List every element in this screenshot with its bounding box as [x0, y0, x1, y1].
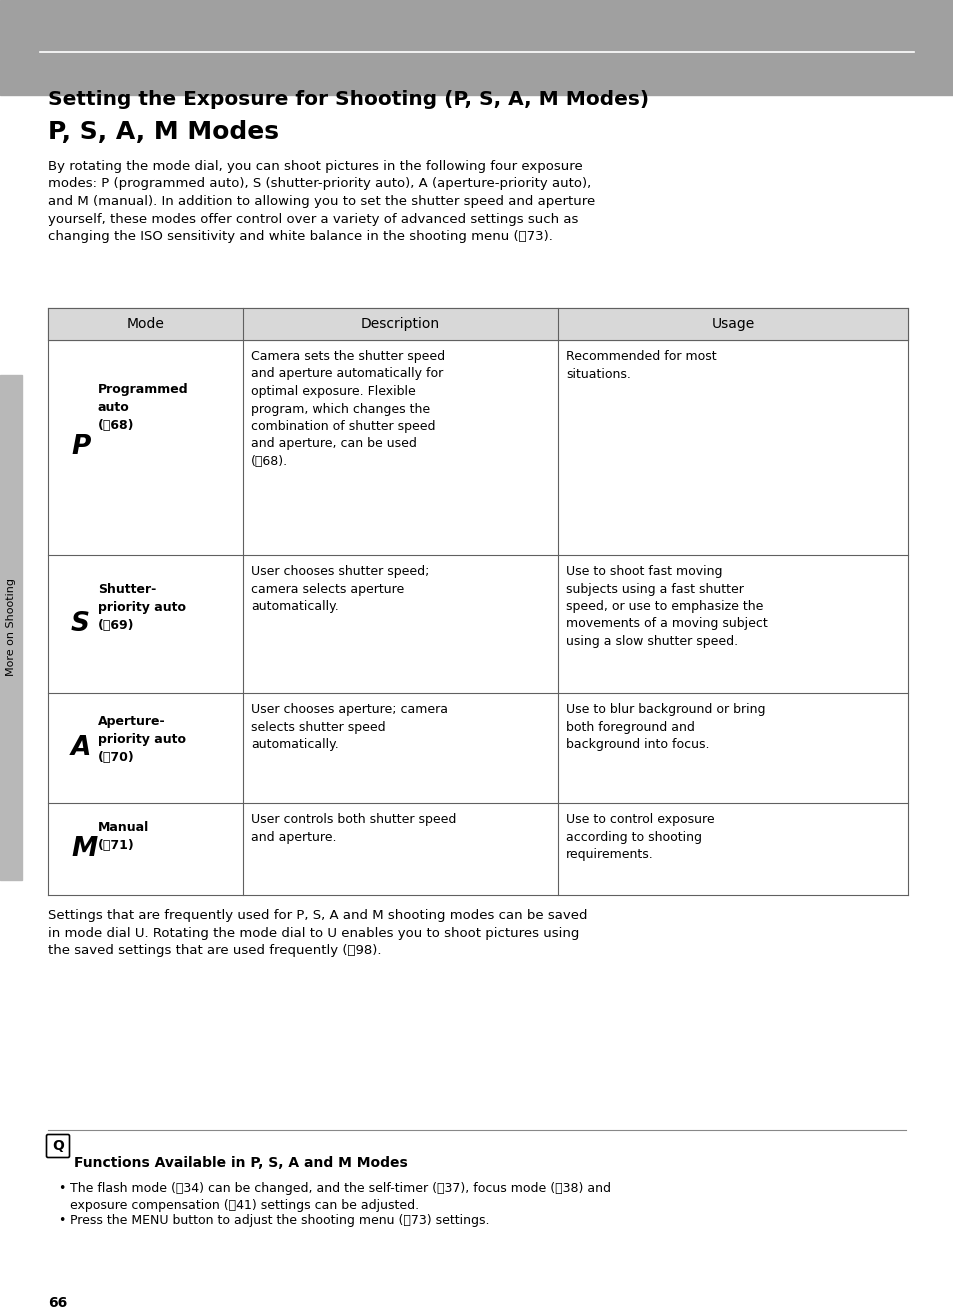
Text: By rotating the mode dial, you can shoot pictures in the following four exposure: By rotating the mode dial, you can shoot… — [48, 160, 595, 243]
Text: The flash mode (⧉34) can be changed, and the self-timer (⧉37), focus mode (⧉38) : The flash mode (⧉34) can be changed, and… — [70, 1183, 610, 1213]
Text: User chooses aperture; camera
selects shutter speed
automatically.: User chooses aperture; camera selects sh… — [251, 703, 448, 752]
Bar — [48, 307, 907, 340]
Text: Settings that are frequently used for P, S, A and M shooting modes can be saved
: Settings that are frequently used for P,… — [48, 909, 587, 957]
Text: P, S, A, M Modes: P, S, A, M Modes — [48, 120, 278, 145]
Text: User controls both shutter speed
and aperture.: User controls both shutter speed and ape… — [251, 813, 456, 844]
Text: Use to shoot fast moving
subjects using a fast shutter
speed, or use to emphasiz: Use to shoot fast moving subjects using … — [565, 565, 767, 648]
Text: Press the MENU button to adjust the shooting menu (⧉73) settings.: Press the MENU button to adjust the shoo… — [70, 1214, 489, 1227]
Text: Shutter-
priority auto
(⧉69): Shutter- priority auto (⧉69) — [98, 582, 186, 632]
Text: M: M — [71, 836, 97, 862]
Text: •: • — [58, 1183, 66, 1194]
Text: Description: Description — [360, 317, 439, 331]
Text: Camera sets the shutter speed
and aperture automatically for
optimal exposure. F: Camera sets the shutter speed and apertu… — [251, 350, 445, 468]
Text: Usage: Usage — [711, 317, 754, 331]
Text: Use to blur background or bring
both foreground and
background into focus.: Use to blur background or bring both for… — [565, 703, 764, 752]
Text: Functions Available in P, S, A and M Modes: Functions Available in P, S, A and M Mod… — [74, 1156, 407, 1169]
Text: Q: Q — [52, 1139, 64, 1152]
Text: S: S — [71, 611, 90, 637]
Text: Recommended for most
situations.: Recommended for most situations. — [565, 350, 716, 381]
FancyBboxPatch shape — [47, 1134, 70, 1158]
Text: Setting the Exposure for Shooting (P, S, A, M Modes): Setting the Exposure for Shooting (P, S,… — [48, 89, 648, 109]
Text: More on Shooting: More on Shooting — [6, 578, 16, 677]
Text: Use to control exposure
according to shooting
requirements.: Use to control exposure according to sho… — [565, 813, 714, 861]
Bar — [0, 0, 953, 95]
Text: Manual
(⧉71): Manual (⧉71) — [98, 821, 149, 853]
Text: A: A — [71, 735, 91, 761]
Text: P: P — [71, 435, 91, 460]
Text: Programmed
auto
(⧉68): Programmed auto (⧉68) — [98, 382, 189, 432]
Bar — [0, 374, 22, 880]
Text: User chooses shutter speed;
camera selects aperture
automatically.: User chooses shutter speed; camera selec… — [251, 565, 429, 614]
Text: •: • — [58, 1214, 66, 1227]
Text: 66: 66 — [48, 1296, 67, 1310]
Text: Aperture-
priority auto
(⧉70): Aperture- priority auto (⧉70) — [98, 715, 186, 763]
Text: Mode: Mode — [127, 317, 164, 331]
